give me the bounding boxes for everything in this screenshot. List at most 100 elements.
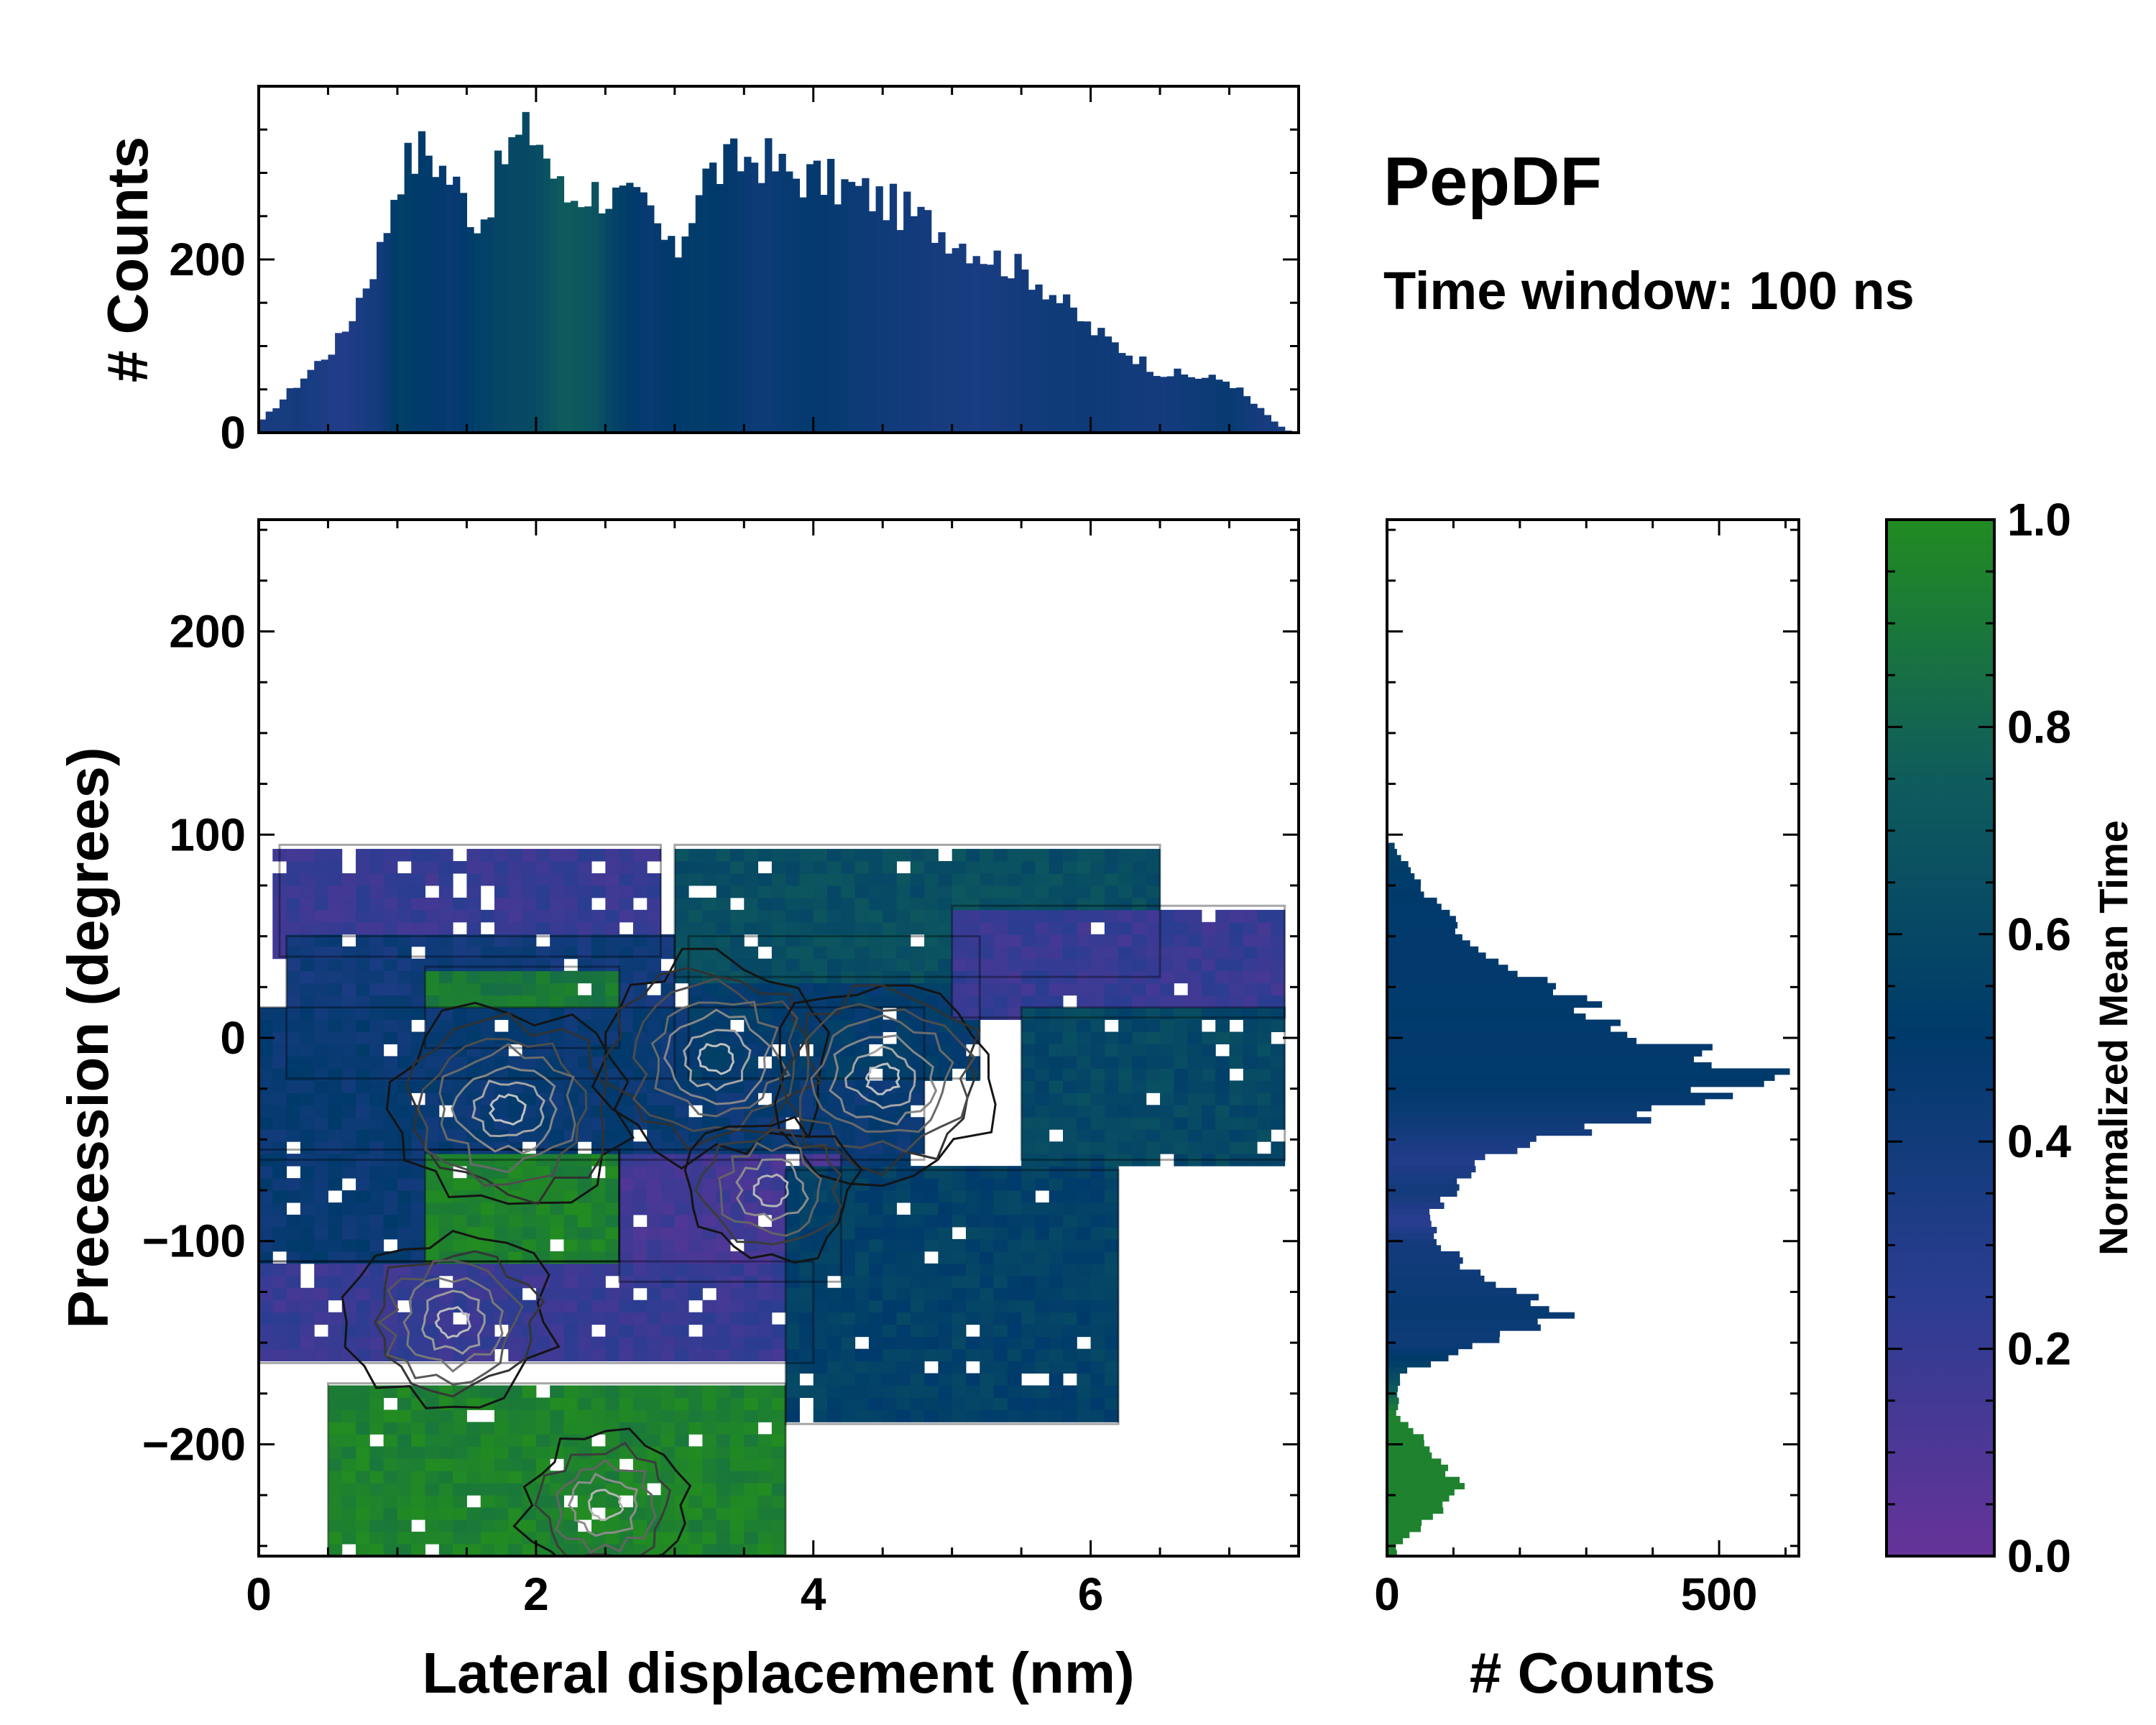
heatmap-cell <box>1271 1019 1286 1033</box>
heatmap-cell <box>841 849 856 862</box>
heatmap-cell <box>868 1251 883 1264</box>
heatmap-cell <box>660 995 676 1008</box>
top-histogram-bar <box>1090 335 1098 433</box>
top-histogram-bar <box>279 399 287 433</box>
heatmap-cell <box>868 1226 883 1240</box>
heatmap-cell <box>453 946 467 960</box>
heatmap-cell <box>786 1287 800 1301</box>
heatmap-cell <box>702 909 717 923</box>
heatmap-cell <box>259 1263 273 1276</box>
heatmap-cell <box>952 849 967 862</box>
heatmap-cell <box>1174 1007 1189 1021</box>
heatmap-cell <box>702 1446 717 1459</box>
heatmap-cell <box>328 1080 343 1093</box>
right-histogram-bar <box>1387 903 1442 911</box>
heatmap-cell <box>272 1141 287 1154</box>
heatmap-cell <box>369 1105 384 1118</box>
top-histogram-bar <box>494 150 502 433</box>
heatmap-cell <box>688 1446 703 1459</box>
heatmap-cell <box>938 1324 953 1338</box>
heatmap-cell <box>535 1202 550 1215</box>
heatmap-cell <box>466 1471 482 1484</box>
heatmap-cell <box>1021 1385 1036 1398</box>
heatmap-cell <box>577 909 592 923</box>
heatmap-cell <box>841 1397 856 1410</box>
top-y-tick-label: 200 <box>169 234 246 285</box>
heatmap-cell <box>1174 934 1189 947</box>
heatmap-cell <box>356 1422 370 1435</box>
heatmap-cell <box>854 1117 870 1130</box>
heatmap-cell <box>508 1532 523 1545</box>
heatmap-cell <box>744 1409 759 1422</box>
heatmap-cell <box>286 1238 301 1252</box>
heatmap-cell <box>328 1129 343 1142</box>
heatmap-cell <box>1132 1056 1147 1069</box>
heatmap-cell <box>1215 1068 1230 1081</box>
heatmap-cell <box>1021 1214 1036 1228</box>
heatmap-cell <box>1104 1190 1119 1203</box>
top-histogram-bar <box>1132 364 1140 433</box>
density-contour <box>798 1003 976 1153</box>
right-histogram-bar <box>1387 946 1479 953</box>
heatmap-cell <box>411 849 426 862</box>
heatmap-cell <box>771 1397 786 1410</box>
heatmap-cell <box>1049 934 1064 947</box>
heatmap-cell <box>1187 983 1202 996</box>
top-histogram-bar <box>965 263 974 433</box>
heatmap-cell <box>563 1202 579 1215</box>
heatmap-cell <box>619 1154 634 1167</box>
heatmap-cell <box>771 1495 786 1508</box>
heatmap-cell <box>619 1056 634 1069</box>
heatmap-cell <box>577 1397 592 1410</box>
heatmap-cell <box>632 1397 648 1410</box>
heatmap-cell <box>1146 885 1161 898</box>
top-histogram-bar <box>1181 374 1189 433</box>
heatmap-cell <box>813 1373 828 1386</box>
heatmap-cell <box>1021 1312 1036 1325</box>
heatmap-cell <box>356 1312 370 1325</box>
heatmap-cell <box>1090 1105 1105 1118</box>
heatmap-cell <box>729 1068 745 1081</box>
right-histogram-bar <box>1387 1507 1444 1514</box>
heatmap-cell <box>771 1300 786 1313</box>
heatmap-cell <box>1007 1312 1022 1325</box>
heatmap-cell <box>952 1312 967 1325</box>
heatmap-cell <box>980 1263 995 1276</box>
main-y-tick-label: 100 <box>169 809 246 860</box>
right-histogram-bar <box>1387 1513 1433 1520</box>
heatmap-cell <box>1035 1166 1050 1179</box>
right-histogram-bar <box>1387 1336 1500 1343</box>
heatmap-cell <box>328 1068 343 1081</box>
heatmap-cell <box>1201 958 1216 972</box>
heatmap-cell <box>938 1190 953 1203</box>
heatmap-cell <box>1118 946 1133 960</box>
heatmap-cell <box>799 1336 814 1350</box>
heatmap-cell <box>550 1397 564 1410</box>
heatmap-cell <box>1035 1080 1050 1093</box>
heatmap-cell <box>980 1214 995 1228</box>
heatmap-cell <box>1077 1092 1092 1105</box>
heatmap-cell <box>1007 995 1022 1008</box>
heatmap-cell <box>813 1312 828 1325</box>
heatmap-cell <box>896 1385 911 1398</box>
heatmap-cell <box>729 921 745 935</box>
heatmap-cell <box>813 970 828 984</box>
heatmap-cell <box>591 983 606 996</box>
heatmap-cell <box>938 958 953 972</box>
heatmap-cell <box>272 849 287 862</box>
heatmap-cell <box>1187 1117 1202 1130</box>
heatmap-cell <box>799 849 814 862</box>
heatmap-cell <box>314 1056 328 1069</box>
heatmap-cell <box>1063 1117 1077 1130</box>
heatmap-cell <box>1187 1019 1202 1033</box>
heatmap-cell <box>896 873 911 886</box>
heatmap-cell <box>411 1068 426 1081</box>
heatmap-cell <box>786 1409 800 1422</box>
heatmap-cell <box>1201 1080 1216 1093</box>
main-y-tick-label: −200 <box>142 1418 246 1470</box>
heatmap-cell <box>660 1166 676 1179</box>
heatmap-cell <box>328 1166 343 1179</box>
heatmap-cell <box>993 958 1008 972</box>
heatmap-cell <box>272 897 287 911</box>
right-histogram-bar <box>1387 1452 1432 1459</box>
